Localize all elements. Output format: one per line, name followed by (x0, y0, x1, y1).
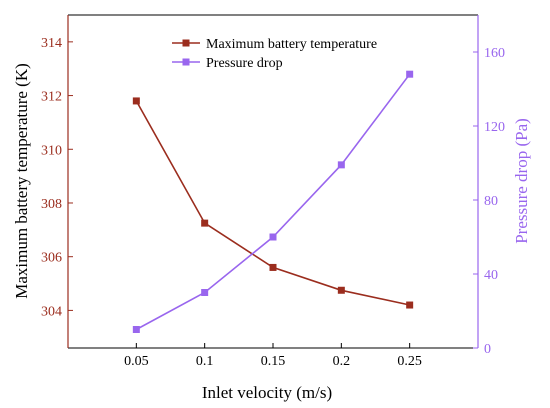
y-right-tick-label: 0 (484, 342, 491, 357)
x-axis-title: Inlet velocity (m/s) (202, 383, 332, 402)
y-axis-left: 304 306 308 310 312 314 (41, 36, 73, 319)
series-2 (132, 70, 414, 333)
x-tick-label: 0.05 (124, 354, 149, 369)
legend-item: Maximum battery temperature (172, 37, 377, 52)
data-point (132, 97, 140, 105)
y-right-tick-label: 160 (484, 46, 505, 61)
data-point (269, 263, 277, 271)
x-tick-label: 0.25 (397, 354, 422, 369)
y-left-tick-label: 312 (41, 90, 62, 105)
x-tick-label: 0.1 (196, 354, 214, 369)
series-layer (132, 70, 414, 333)
data-point (337, 286, 345, 294)
y-left-tick-label: 310 (41, 143, 62, 158)
y-right-tick-label: 40 (484, 268, 498, 283)
data-point (406, 301, 414, 309)
y-left-tick-label: 314 (41, 36, 62, 51)
legend-marker (182, 39, 190, 47)
data-point (406, 70, 414, 78)
x-axis: 0.05 0.1 0.15 0.2 0.25 (124, 343, 422, 369)
y-right-tick-label: 80 (484, 194, 498, 209)
y-left-tick-label: 304 (41, 304, 62, 319)
legend-label: Pressure drop (206, 56, 283, 71)
series-1 (132, 97, 414, 309)
data-point (269, 233, 277, 241)
legend-item: Pressure drop (172, 56, 283, 71)
y-axis-left-title: Maximum battery temperature (K) (12, 63, 31, 299)
legend-label: Maximum battery temperature (206, 37, 377, 52)
series-line (135, 73, 411, 331)
y-axis-right: 0 40 80 120 160 (473, 46, 505, 357)
data-point (337, 161, 345, 169)
y-left-tick-label: 308 (41, 197, 62, 212)
data-point (201, 219, 209, 227)
legend: Maximum battery temperature Pressure drop (172, 37, 377, 71)
legend-marker (182, 58, 190, 66)
y-left-tick-label: 306 (41, 251, 62, 266)
x-tick-label: 0.15 (261, 354, 286, 369)
data-point (132, 326, 140, 333)
data-point (201, 289, 209, 296)
y-right-tick-label: 120 (484, 120, 505, 135)
x-tick-label: 0.2 (333, 354, 351, 369)
y-axis-right-title: Pressure drop (Pa) (512, 118, 531, 244)
series-line (135, 100, 410, 306)
